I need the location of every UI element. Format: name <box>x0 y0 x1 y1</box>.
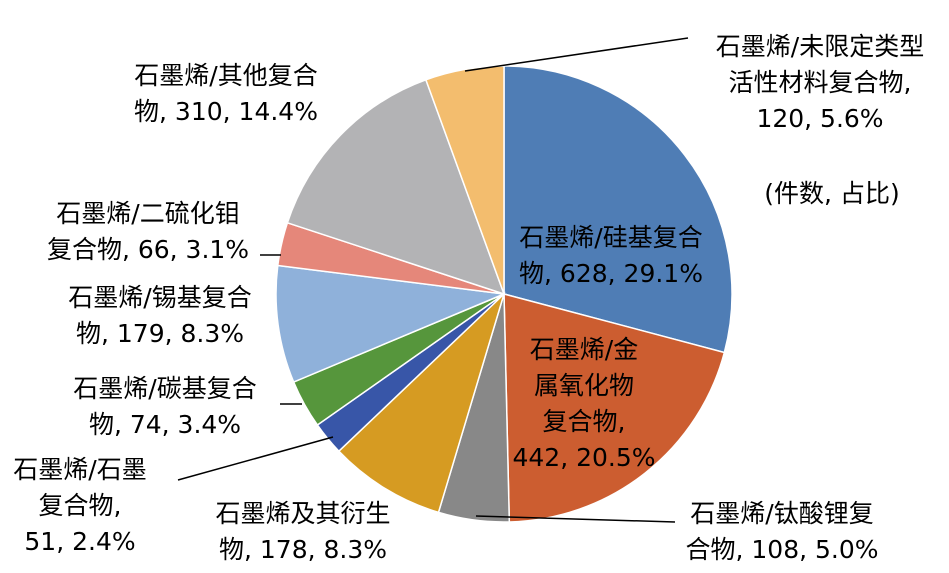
slice-label-line: 石墨烯/锡基复合 <box>68 283 251 312</box>
slice-label: 石墨烯/钛酸锂复合物, 108, 5.0% <box>685 499 878 564</box>
leader-lines <box>177 37 689 523</box>
slice-label-line: 石墨烯/硅基复合 <box>519 223 702 252</box>
slice-label-line: 442, 20.5% <box>512 443 655 472</box>
pie-slice <box>424 65 505 295</box>
slice-label: 石墨烯/二硫化钼复合物, 66, 3.1% <box>47 199 249 264</box>
slice-label-line: 复合物, <box>39 491 122 520</box>
slice-label: 石墨烯/硅基复合物, 628, 29.1% <box>519 223 703 288</box>
slice-label-line: 复合物, <box>543 407 626 436</box>
slice-label-line: 活性材料复合物, <box>729 68 912 97</box>
slice-label: 石墨烯/金属氧化物复合物, 442, 20.5% <box>512 335 655 472</box>
slice-label: 石墨烯/锡基复合物, 179, 8.3% <box>68 283 251 348</box>
slice-label-line: 120, 5.6% <box>756 104 883 133</box>
slice-label: 石墨烯/其他复合物, 310, 14.4% <box>134 61 318 126</box>
slice-label-line: 石墨烯及其衍生 <box>215 499 390 528</box>
slice-labels: 石墨烯/硅基复合物, 628, 29.1% 石墨烯/金属氧化物复合物, 442, 2… <box>13 32 924 564</box>
slice-label-line: 合物, 108, 5.0% <box>685 535 878 564</box>
slice-label-line: 石墨烯/其他复合 <box>134 61 317 90</box>
leader-line <box>464 37 689 72</box>
slice-label-line: 石墨烯/金 <box>530 335 638 364</box>
slice-label-line: 石墨烯/二硫化钼 <box>56 199 239 228</box>
slice-label-line: 物, 628, 29.1% <box>519 259 703 288</box>
chart-note: (件数, 占比) <box>764 179 899 208</box>
pie-slice <box>286 78 506 296</box>
slice-label-line: 石墨烯/碳基复合 <box>73 374 256 403</box>
slice-label-line: 石墨烯/钛酸锂复 <box>690 499 873 528</box>
slice-label-line: 属氧化物 <box>534 371 634 400</box>
pie-slices <box>275 65 733 523</box>
slice-label: 石墨烯/未限定类型活性材料复合物, 120, 5.6% <box>716 32 924 133</box>
pie-slice <box>503 65 733 354</box>
pie-slice <box>275 264 507 384</box>
slice-label-line: 复合物, 66, 3.1% <box>47 235 249 264</box>
pie-slice <box>503 293 726 523</box>
slice-label: 石墨烯及其衍生物, 178, 8.3% <box>215 499 390 564</box>
slice-label-line: 石墨烯/石墨 <box>13 455 146 484</box>
slice-label-line: 石墨烯/未限定类型 <box>716 32 924 61</box>
slice-label-line: 物, 179, 8.3% <box>76 319 244 348</box>
slice-label: 石墨烯/石墨复合物, 51, 2.4% <box>13 455 146 556</box>
slice-label-line: 物, 74, 3.4% <box>89 410 241 439</box>
slice-label: 石墨烯/碳基复合物, 74, 3.4% <box>73 374 256 439</box>
slice-label-line: 物, 310, 14.4% <box>134 97 318 126</box>
leader-line <box>177 436 334 481</box>
leader-line <box>475 515 676 523</box>
slice-label-line: 物, 178, 8.3% <box>219 535 387 564</box>
pie-slice <box>337 291 506 514</box>
slice-label-line: 51, 2.4% <box>24 527 135 556</box>
